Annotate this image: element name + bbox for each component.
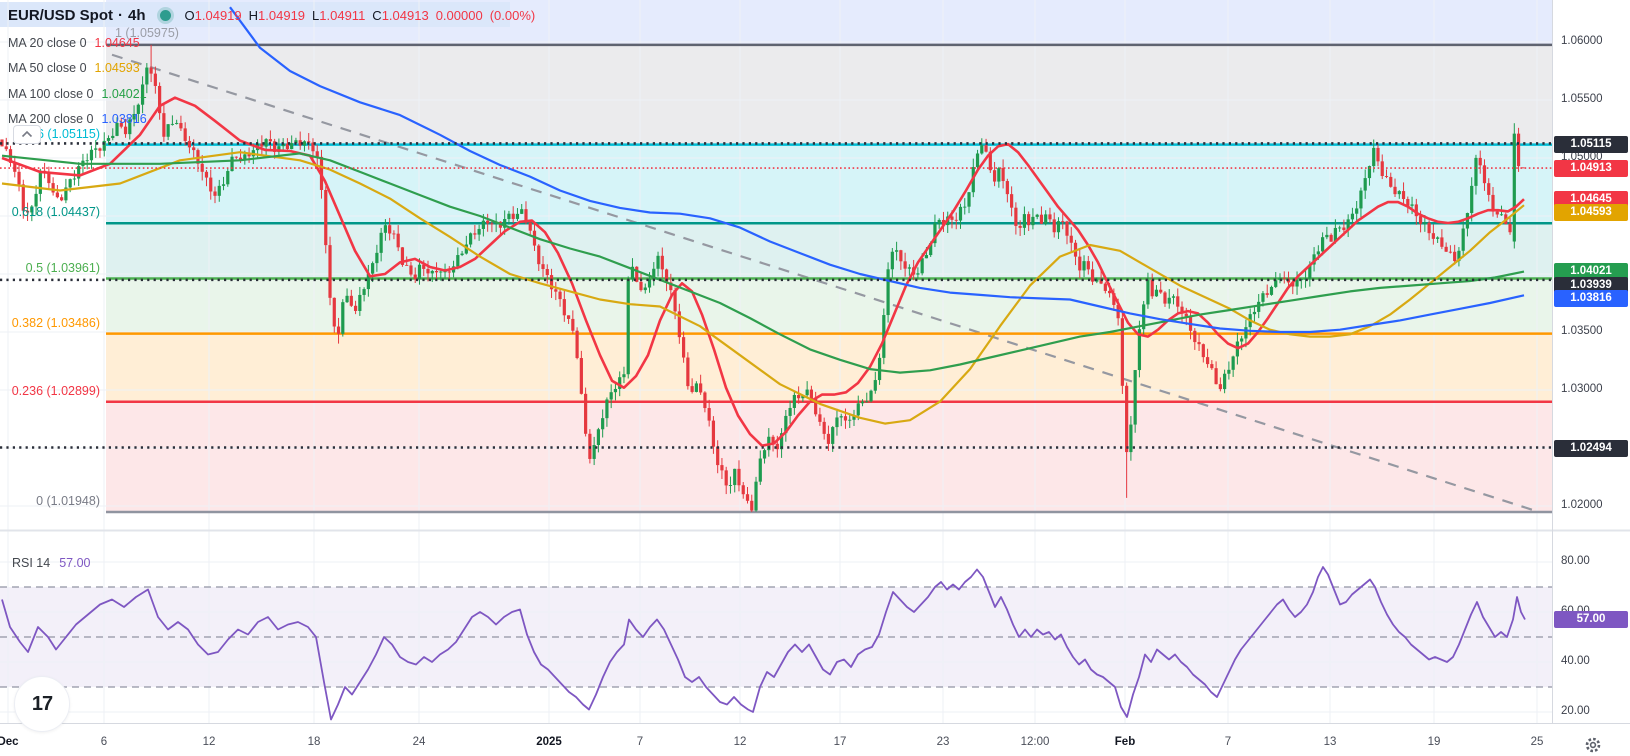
time-axis-label: Feb xyxy=(1114,736,1136,748)
collapse-pane-button[interactable] xyxy=(13,125,41,144)
ma-legend-row[interactable]: MA 50 close 0 1.04593 xyxy=(8,56,147,82)
pane-separators[interactable] xyxy=(0,0,1630,724)
time-axis-label: 23 xyxy=(936,736,950,748)
change-percent: (0.00%) xyxy=(489,7,536,23)
ma-legend-label: MA 50 close 0 xyxy=(8,61,87,76)
time-axis-label: 17 xyxy=(833,736,847,748)
ma-legend-value: 1.03816 xyxy=(101,112,147,127)
ohlc-item: L1.04911 xyxy=(312,7,366,23)
ma-legend-row[interactable]: MA 200 close 0 1.03816 xyxy=(8,107,147,133)
interval-label[interactable]: 4h xyxy=(128,6,146,24)
time-axis-label: 12:00 xyxy=(1020,736,1050,748)
price-axis-label: 20.00 xyxy=(1561,705,1590,717)
price-badge: 1.03816 xyxy=(1554,290,1628,308)
fib-level-label: 0 (1.01948) xyxy=(36,494,100,509)
horizontal-line-drawings[interactable] xyxy=(0,142,1552,449)
time-axis-label: 6 xyxy=(100,736,108,748)
ma-line-100 xyxy=(1,152,1525,374)
tradingview-logo[interactable]: 17 xyxy=(14,676,70,732)
trendline[interactable] xyxy=(111,53,1536,512)
ohlc-item: O1.04919 xyxy=(184,7,242,23)
time-axis-label: 2025 xyxy=(536,736,562,748)
ma-legend-row[interactable]: MA 100 close 0 1.04021 xyxy=(8,81,147,107)
time-axis-label: 19 xyxy=(1427,736,1441,748)
time-axis-label: 18 xyxy=(307,736,321,748)
time-axis-label: 24 xyxy=(412,736,426,748)
ma-legend-label: MA 200 close 0 xyxy=(8,112,94,127)
price-badge: 1.04645 xyxy=(1554,190,1628,208)
rsi-legend[interactable]: RSI 14 57.00 xyxy=(12,556,91,570)
ohlc-item: H1.04919 xyxy=(248,7,306,23)
time-axis-label: 12 xyxy=(733,736,747,748)
ma-legend-label: MA 100 close 0 xyxy=(8,86,94,101)
price-badge: 1.02494 xyxy=(1554,440,1628,458)
price-axis-label: 80.00 xyxy=(1561,555,1590,567)
time-axis-label: 13 xyxy=(1323,736,1337,748)
chevron-up-icon xyxy=(21,130,33,138)
rsi-value: 57.00 xyxy=(59,556,91,570)
fib-level-1-label: 1 (1.05975) xyxy=(115,26,179,40)
fib-level-label: 0.618 (1.04437) xyxy=(11,205,100,220)
price-badge: 1.04021 xyxy=(1554,263,1628,281)
ohlc-values: O1.04919 H1.04919 L1.04911 C1.04913 xyxy=(185,8,429,23)
price-axis-label: 1.06000 xyxy=(1561,35,1603,47)
indicator-legend: MA 20 close 0 1.04645 MA 50 close 0 1.04593… xyxy=(8,30,147,132)
fib-level-label: 0.382 (1.03486) xyxy=(11,315,100,330)
price-badge: 1.05115 xyxy=(1554,136,1628,154)
change-value: 0.00000 xyxy=(435,7,483,23)
symbol-legend[interactable]: EUR/USD Spot · 4h O1.04919 H1.04919 L1.049… xyxy=(8,4,535,26)
fib-lines[interactable] xyxy=(106,43,1552,514)
ma-legend-row[interactable]: MA 20 close 0 1.04645 xyxy=(8,30,147,56)
ma-legend-value: 1.04645 xyxy=(94,35,140,50)
price-badge: 1.04913 xyxy=(1554,159,1628,177)
price-badge: 1.04593 xyxy=(1554,204,1628,222)
ma-legend-label: MA 20 close 0 xyxy=(8,35,87,50)
rsi-value-badge: 57.00 xyxy=(1554,611,1628,628)
rsi-pane xyxy=(0,566,1552,721)
price-axis-label: 1.02000 xyxy=(1561,499,1603,511)
rsi-label: RSI 14 xyxy=(12,556,51,570)
time-axis-label: Dec xyxy=(0,736,19,748)
fib-level-label: 0.236 (1.02899) xyxy=(11,383,100,398)
price-axis-label: 1.03500 xyxy=(1561,325,1603,337)
ma-legend-value: 1.04593 xyxy=(94,61,140,76)
price-badge: 1.03939 xyxy=(1554,276,1628,294)
fib-bands xyxy=(0,0,1552,687)
fib-level-label: 0.5 (1.03961) xyxy=(25,260,100,275)
price-axis-label: 1.03000 xyxy=(1561,383,1603,395)
time-axis-label: 7 xyxy=(636,736,644,748)
time-axis-label: 25 xyxy=(1530,736,1544,748)
time-axis-label: 12 xyxy=(202,736,216,748)
price-axis-label: 40.00 xyxy=(1561,655,1590,667)
market-status-icon[interactable] xyxy=(159,9,171,21)
ma-legend-value: 1.04021 xyxy=(101,86,147,101)
axis-settings-gear-icon[interactable] xyxy=(1583,735,1603,755)
time-axis-label: 7 xyxy=(1224,736,1232,748)
ma-line-50 xyxy=(1,151,1525,425)
rsi-line xyxy=(1,566,1526,721)
ma-line-20 xyxy=(1,96,1525,448)
symbol-title[interactable]: EUR/USD Spot xyxy=(8,6,113,24)
symbol-separator: · xyxy=(118,6,123,24)
ohlc-item: C1.04913 xyxy=(372,7,429,23)
tradingview-logo-glyph: 17 xyxy=(31,692,53,715)
price-axis-label: 1.05500 xyxy=(1561,93,1603,105)
